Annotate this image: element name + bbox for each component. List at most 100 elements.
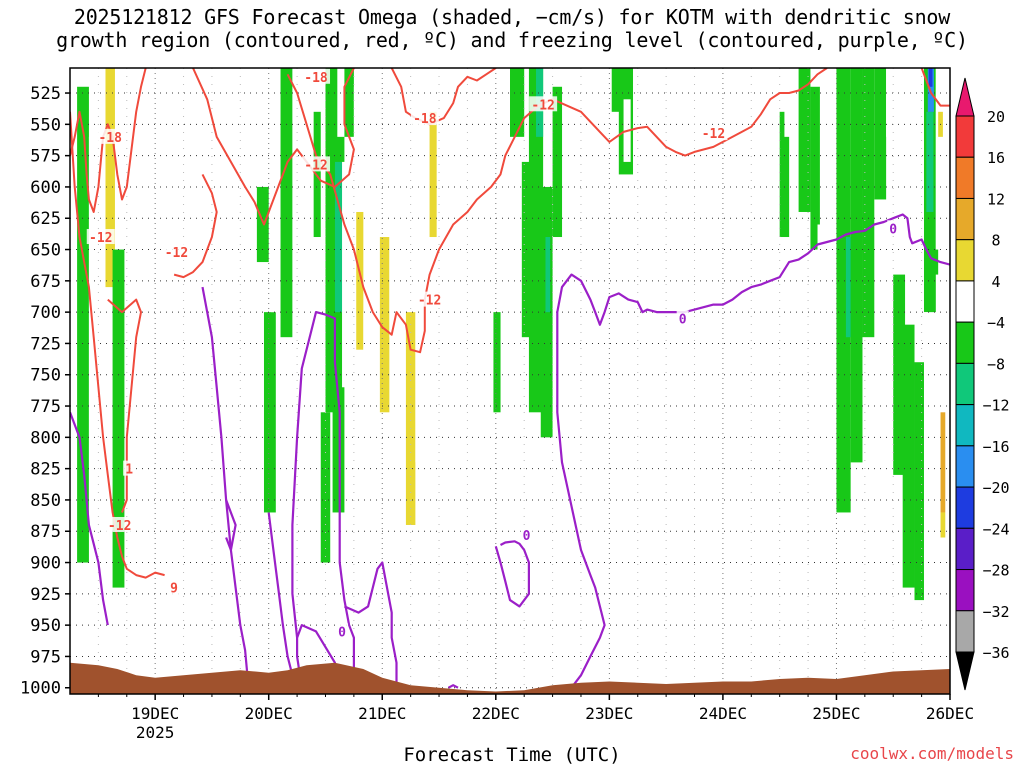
contour-label: -12	[529, 96, 558, 113]
omega-shade-cell	[528, 68, 544, 413]
omega-shade-cell	[216, 237, 227, 388]
colorbar-swatch	[955, 486, 975, 529]
omega-shade-cell	[188, 249, 203, 475]
colorbar-swatch	[955, 321, 975, 364]
omega-shade-cell	[902, 324, 915, 588]
omega-shade-cell	[299, 287, 312, 475]
dgz-contour-line	[390, 68, 497, 126]
omega-shade-cell	[935, 68, 946, 263]
omega-shade-cell	[280, 68, 293, 338]
dgz-contour-line	[173, 173, 218, 279]
omega-shade-cell	[334, 161, 343, 313]
contour-label-text: -12	[531, 98, 554, 113]
contour-label-bg	[336, 623, 349, 639]
omega-shade-cell	[228, 68, 236, 162]
omega-shade-cell	[476, 312, 487, 425]
omega-shade-cell	[488, 136, 496, 288]
omega-shade-cell	[926, 111, 934, 212]
y-tick-label: 700	[30, 303, 61, 323]
omega-shade-cell	[817, 224, 830, 413]
omega-shade-cell	[70, 68, 78, 425]
colorbar-label: 8	[991, 232, 1000, 250]
omega-shade-cell	[325, 68, 338, 413]
omega-shade-cell	[928, 68, 933, 87]
contour-label: -12	[699, 125, 728, 142]
contour-label: 9	[168, 579, 181, 597]
colorbar-swatch	[955, 527, 975, 571]
y-tick-label: 875	[30, 522, 61, 542]
omega-shade-cell	[493, 312, 501, 413]
colorbar-label: 16	[987, 149, 1005, 167]
y-tick-label: 600	[30, 178, 61, 198]
freezing-level-contour	[70, 411, 109, 626]
x-tick-label: 24DEC	[699, 704, 747, 723]
contour-label-bg	[302, 156, 331, 172]
colorbar-swatch	[955, 569, 975, 612]
title-line-1: 2025121812 GFS Forecast Omega (shaded, −…	[73, 5, 951, 29]
omega-shade-cell	[112, 249, 125, 588]
contour-label: -18	[410, 110, 439, 127]
y-tick-label: 550	[30, 115, 61, 135]
y-tick-label: 800	[30, 428, 61, 448]
contour-label-bg	[410, 110, 439, 126]
colorbar-label: −36	[982, 644, 1009, 662]
omega-shade-cell	[398, 99, 411, 475]
x-tick-label: 25DEC	[812, 704, 860, 723]
contour-label: -12	[415, 291, 444, 309]
contour-label-bg	[168, 579, 181, 595]
y-tick-label: 950	[30, 616, 61, 636]
colorbar-swatch	[955, 404, 975, 447]
colorbar-label: 12	[987, 190, 1005, 208]
omega-shade-cell	[263, 312, 276, 513]
omega-shade-cell	[320, 412, 331, 563]
chart-title: 2025121812 GFS Forecast Omega (shaded, −…	[0, 6, 1024, 52]
y-tick-label: 975	[30, 647, 61, 667]
omega-shade-cell	[798, 68, 811, 212]
colorbar-swatch	[955, 610, 975, 653]
omega-shade-cell	[342, 161, 354, 388]
contour-label: 0	[336, 623, 349, 640]
omega-shade-cell	[940, 412, 946, 513]
omega-shade-cell	[439, 312, 449, 425]
plot-inner: -18 -18 -18 -12 -12 -12 -12 -12 -12 -12 9 1 0 0 0 0	[70, 68, 950, 694]
contour-label-text: -12	[165, 246, 188, 261]
colorbar-swatch	[955, 445, 975, 488]
freezing-level-contour	[267, 512, 294, 676]
colorbar-bottom-arrow	[955, 651, 975, 691]
omega-shade-cell	[940, 512, 946, 538]
omega-shade-cell	[287, 374, 298, 538]
omega-shade-cell	[510, 68, 525, 137]
omega-shade-cell	[356, 211, 364, 350]
x-axis-label: Forecast Time (UTC)	[403, 744, 621, 766]
colorbar-top-arrow	[955, 77, 975, 117]
y-tick-label: 750	[30, 366, 61, 386]
colorbar-legend: 20 16 12 8 4 −4 −8 −12 −16 −20 −24 −28 −32 −36	[955, 77, 1010, 691]
omega-shade-cell	[779, 111, 790, 238]
source-credit: coolwx.com/models	[850, 744, 1014, 763]
omega-shade-cell	[810, 86, 820, 250]
freezing-level-contour	[291, 311, 355, 688]
contour-label: 1	[123, 460, 136, 478]
freezing-level-contour	[556, 213, 950, 689]
contour-label-text: -12	[702, 127, 725, 142]
contour-label-bg	[415, 291, 444, 307]
omega-shade-cell	[379, 237, 390, 413]
contour-label: -12	[86, 229, 115, 246]
contour-label: -12	[302, 156, 331, 173]
omega-shade-cell	[271, 199, 281, 313]
contour-label-text: 1	[125, 463, 133, 478]
omega-shade-cell	[862, 68, 875, 338]
contour-label-bg	[676, 310, 689, 326]
contour-label-text: 0	[338, 625, 346, 640]
colorbar-label: −24	[982, 520, 1009, 538]
x-tick-label: 21DEC	[358, 704, 406, 723]
contour-label-text: 9	[170, 582, 178, 597]
contour-label-text: -12	[304, 158, 327, 173]
freezing-level-contour	[447, 684, 459, 689]
omega-shade-cell	[945, 68, 950, 300]
omega-shade-cell	[545, 237, 551, 313]
colorbar-swatch	[955, 280, 975, 323]
y-tick-label: 675	[30, 272, 61, 292]
y-tick-label: 650	[30, 241, 61, 261]
dgz-contour-line	[70, 111, 165, 579]
